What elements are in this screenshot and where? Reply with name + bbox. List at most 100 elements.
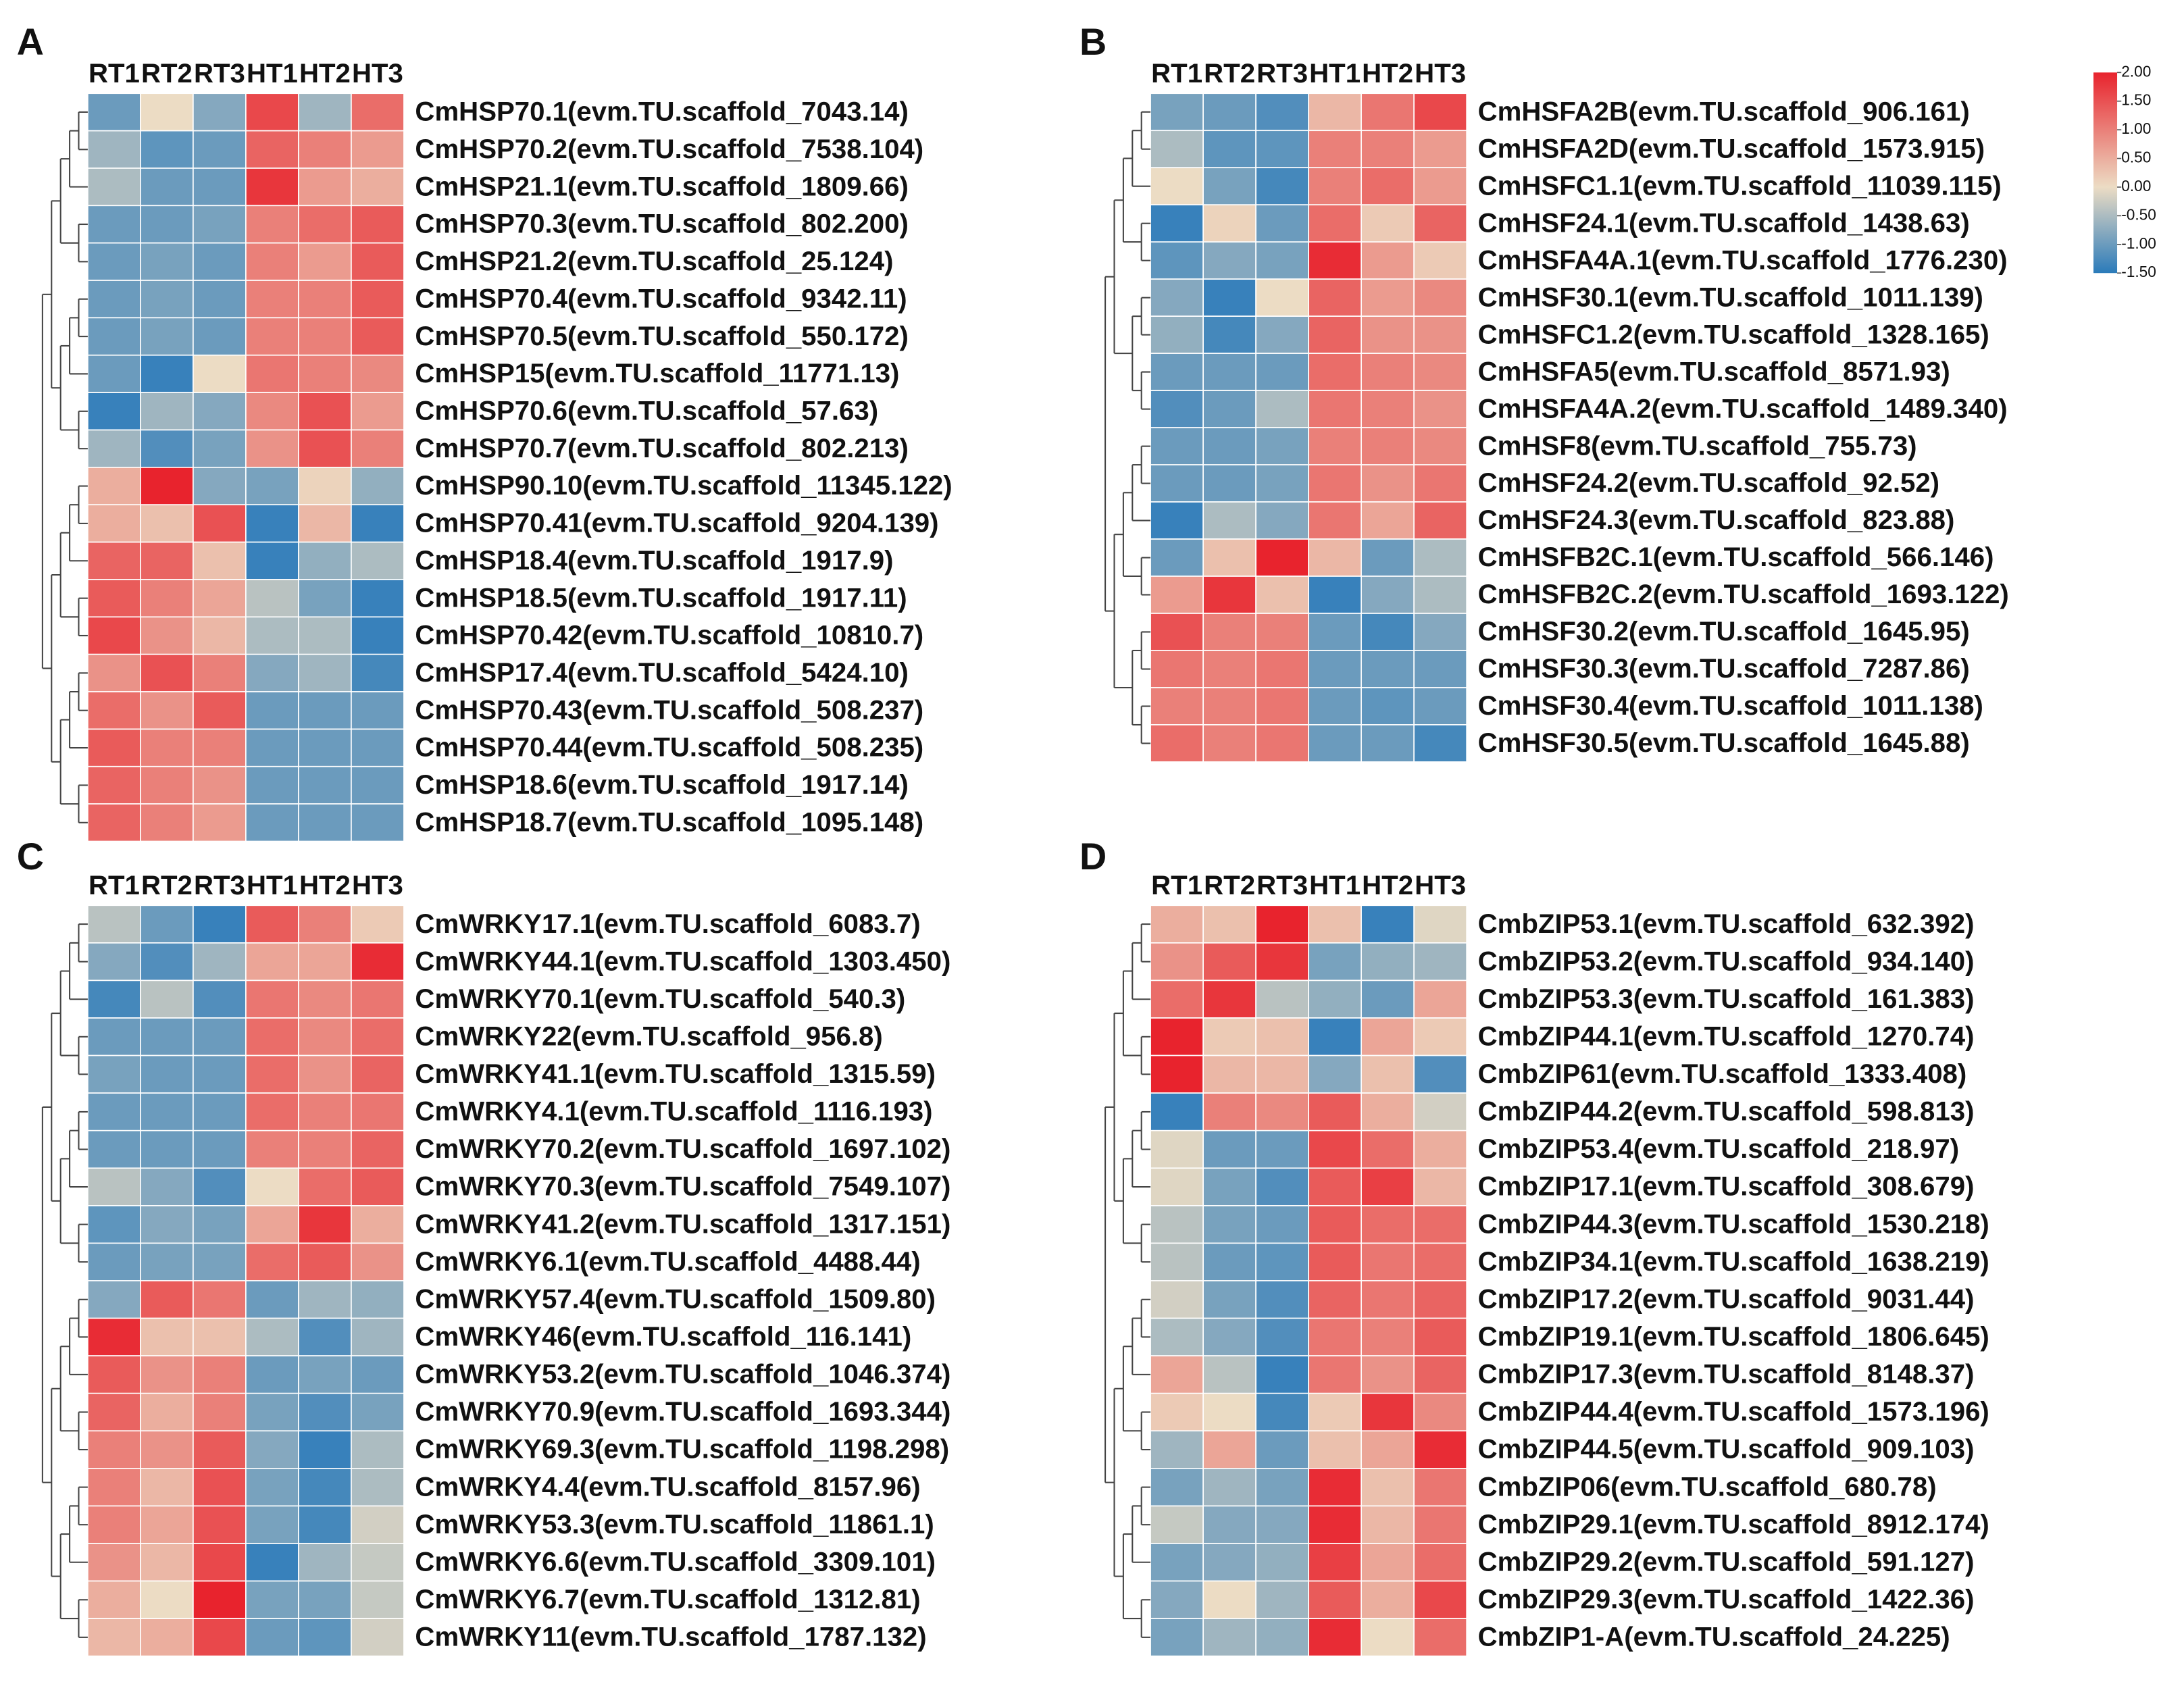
heatmap-cell [87, 1392, 141, 1432]
heatmap-cell [1361, 1129, 1415, 1169]
heatmap-cell [1413, 1467, 1467, 1507]
heatmap-cell [140, 317, 194, 356]
heatmap-cell [1255, 1205, 1309, 1244]
heatmap-cell [1361, 1505, 1415, 1544]
column-label: RT2 [1204, 870, 1255, 900]
color-bar-label: -0.50 [2121, 205, 2156, 223]
heatmap-cell [1413, 501, 1467, 540]
color-bar-label: -1.00 [2121, 234, 2156, 252]
heatmap-cell [1413, 1054, 1467, 1094]
row-label: CmHSP70.1(evm.TU.scaffold_7043.14) [415, 97, 908, 127]
heatmap-cell [1308, 130, 1362, 169]
heatmap-cell [140, 942, 194, 981]
row-label: CmbZIP29.2(evm.TU.scaffold_591.127) [1478, 1546, 1975, 1577]
heatmap-cell [1150, 1543, 1204, 1582]
heatmap-cell [1255, 576, 1309, 614]
heatmap-cell [193, 1242, 247, 1281]
heatmap-cell [1413, 538, 1467, 577]
heatmap-cell [140, 1392, 194, 1432]
heatmap-cell [298, 579, 352, 618]
heatmap-cell [1361, 1430, 1415, 1469]
heatmap-cell [193, 429, 247, 468]
heatmap-cell [1361, 576, 1415, 614]
column-label: RT2 [141, 870, 193, 900]
heatmap-cell [298, 392, 352, 431]
row-label: CmWRKY11(evm.TU.scaffold_1787.132) [415, 1622, 926, 1652]
heatmap-cell [351, 1543, 405, 1582]
heatmap-cell [1413, 390, 1467, 428]
heatmap-cell [140, 1467, 194, 1507]
heatmap-cell [1150, 1467, 1204, 1507]
row-label: CmWRKY70.3(evm.TU.scaffold_7549.107) [415, 1171, 950, 1202]
column-label: RT3 [1256, 870, 1308, 900]
heatmap-cell [1308, 1392, 1362, 1432]
heatmap-cell [245, 1430, 299, 1469]
heatmap-cell [245, 1543, 299, 1582]
heatmap-cell [351, 765, 405, 805]
heatmap-cell [1413, 576, 1467, 614]
heatmap-cell [1413, 650, 1467, 688]
heatmap-cell [1202, 1467, 1256, 1507]
heatmap-cell [298, 280, 352, 319]
heatmap-cell [1255, 942, 1309, 981]
column-label: RT1 [88, 58, 140, 88]
column-label: RT1 [88, 870, 140, 900]
heatmap-cell [351, 942, 405, 981]
column-label: HT3 [352, 870, 403, 900]
heatmap-cell [351, 1618, 405, 1657]
heatmap-cell [140, 1505, 194, 1544]
heatmap-cell [87, 93, 141, 132]
heatmap-cell [140, 1092, 194, 1131]
heatmap-cell [87, 205, 141, 244]
heatmap-cell [1202, 427, 1256, 465]
heatmap-cell [140, 541, 194, 580]
heatmap-cell [1413, 241, 1467, 280]
row-label: CmHSP70.7(evm.TU.scaffold_802.213) [415, 433, 908, 463]
heatmap-cell [1150, 1054, 1204, 1094]
heatmap-cell [245, 1017, 299, 1056]
heatmap-cell [351, 1205, 405, 1244]
heatmap-cell [87, 616, 141, 655]
heatmap-cell [1308, 241, 1362, 280]
heatmap-cell [1202, 1430, 1256, 1469]
row-label: CmHSP70.4(evm.TU.scaffold_9342.11) [415, 283, 907, 313]
column-label: HT2 [1362, 58, 1413, 88]
row-label: CmHSP70.2(evm.TU.scaffold_7538.104) [415, 134, 923, 164]
heatmap-cell [298, 1392, 352, 1432]
heatmap-cell [1255, 1505, 1309, 1544]
heatmap-cell [298, 1430, 352, 1469]
heatmap-cell [1361, 353, 1415, 391]
heatmap-cell [193, 317, 247, 356]
heatmap-cell [298, 1355, 352, 1394]
row-label: CmWRKY44.1(evm.TU.scaffold_1303.450) [415, 946, 950, 976]
heatmap-cell [298, 1505, 352, 1544]
row-label: CmbZIP29.3(evm.TU.scaffold_1422.36) [1478, 1584, 1975, 1614]
heatmap-cell [1202, 613, 1256, 651]
heatmap-cell [298, 1242, 352, 1281]
heatmap-cell [1413, 613, 1467, 651]
heatmap-cell [351, 1129, 405, 1169]
heatmap-cell [193, 1618, 247, 1657]
heatmap-cell [245, 579, 299, 618]
heatmap-cell [245, 904, 299, 944]
heatmap-cell [1150, 1167, 1204, 1206]
heatmap-cell [1361, 1355, 1415, 1394]
heatmap-cell [1413, 1392, 1467, 1432]
heatmap-cell [1202, 1017, 1256, 1056]
heatmap-cell [1308, 576, 1362, 614]
heatmap-cell [87, 1167, 141, 1206]
heatmap-cell [245, 1355, 299, 1394]
row-label: CmWRKY41.1(evm.TU.scaffold_1315.59) [415, 1058, 936, 1089]
heatmap-cell [1308, 1618, 1362, 1657]
row-label: CmbZIP34.1(evm.TU.scaffold_1638.219) [1478, 1246, 1989, 1277]
row-label: CmbZIP44.2(evm.TU.scaffold_598.813) [1478, 1096, 1975, 1127]
color-bar-label: 2.00 [2121, 62, 2151, 80]
heatmap-cell [1202, 904, 1256, 944]
heatmap-cell [87, 317, 141, 356]
heatmap-cell [1202, 464, 1256, 503]
row-label: CmWRKY4.4(evm.TU.scaffold_8157.96) [415, 1471, 920, 1502]
heatmap-cell [1255, 1543, 1309, 1582]
heatmap-cell [87, 242, 141, 281]
